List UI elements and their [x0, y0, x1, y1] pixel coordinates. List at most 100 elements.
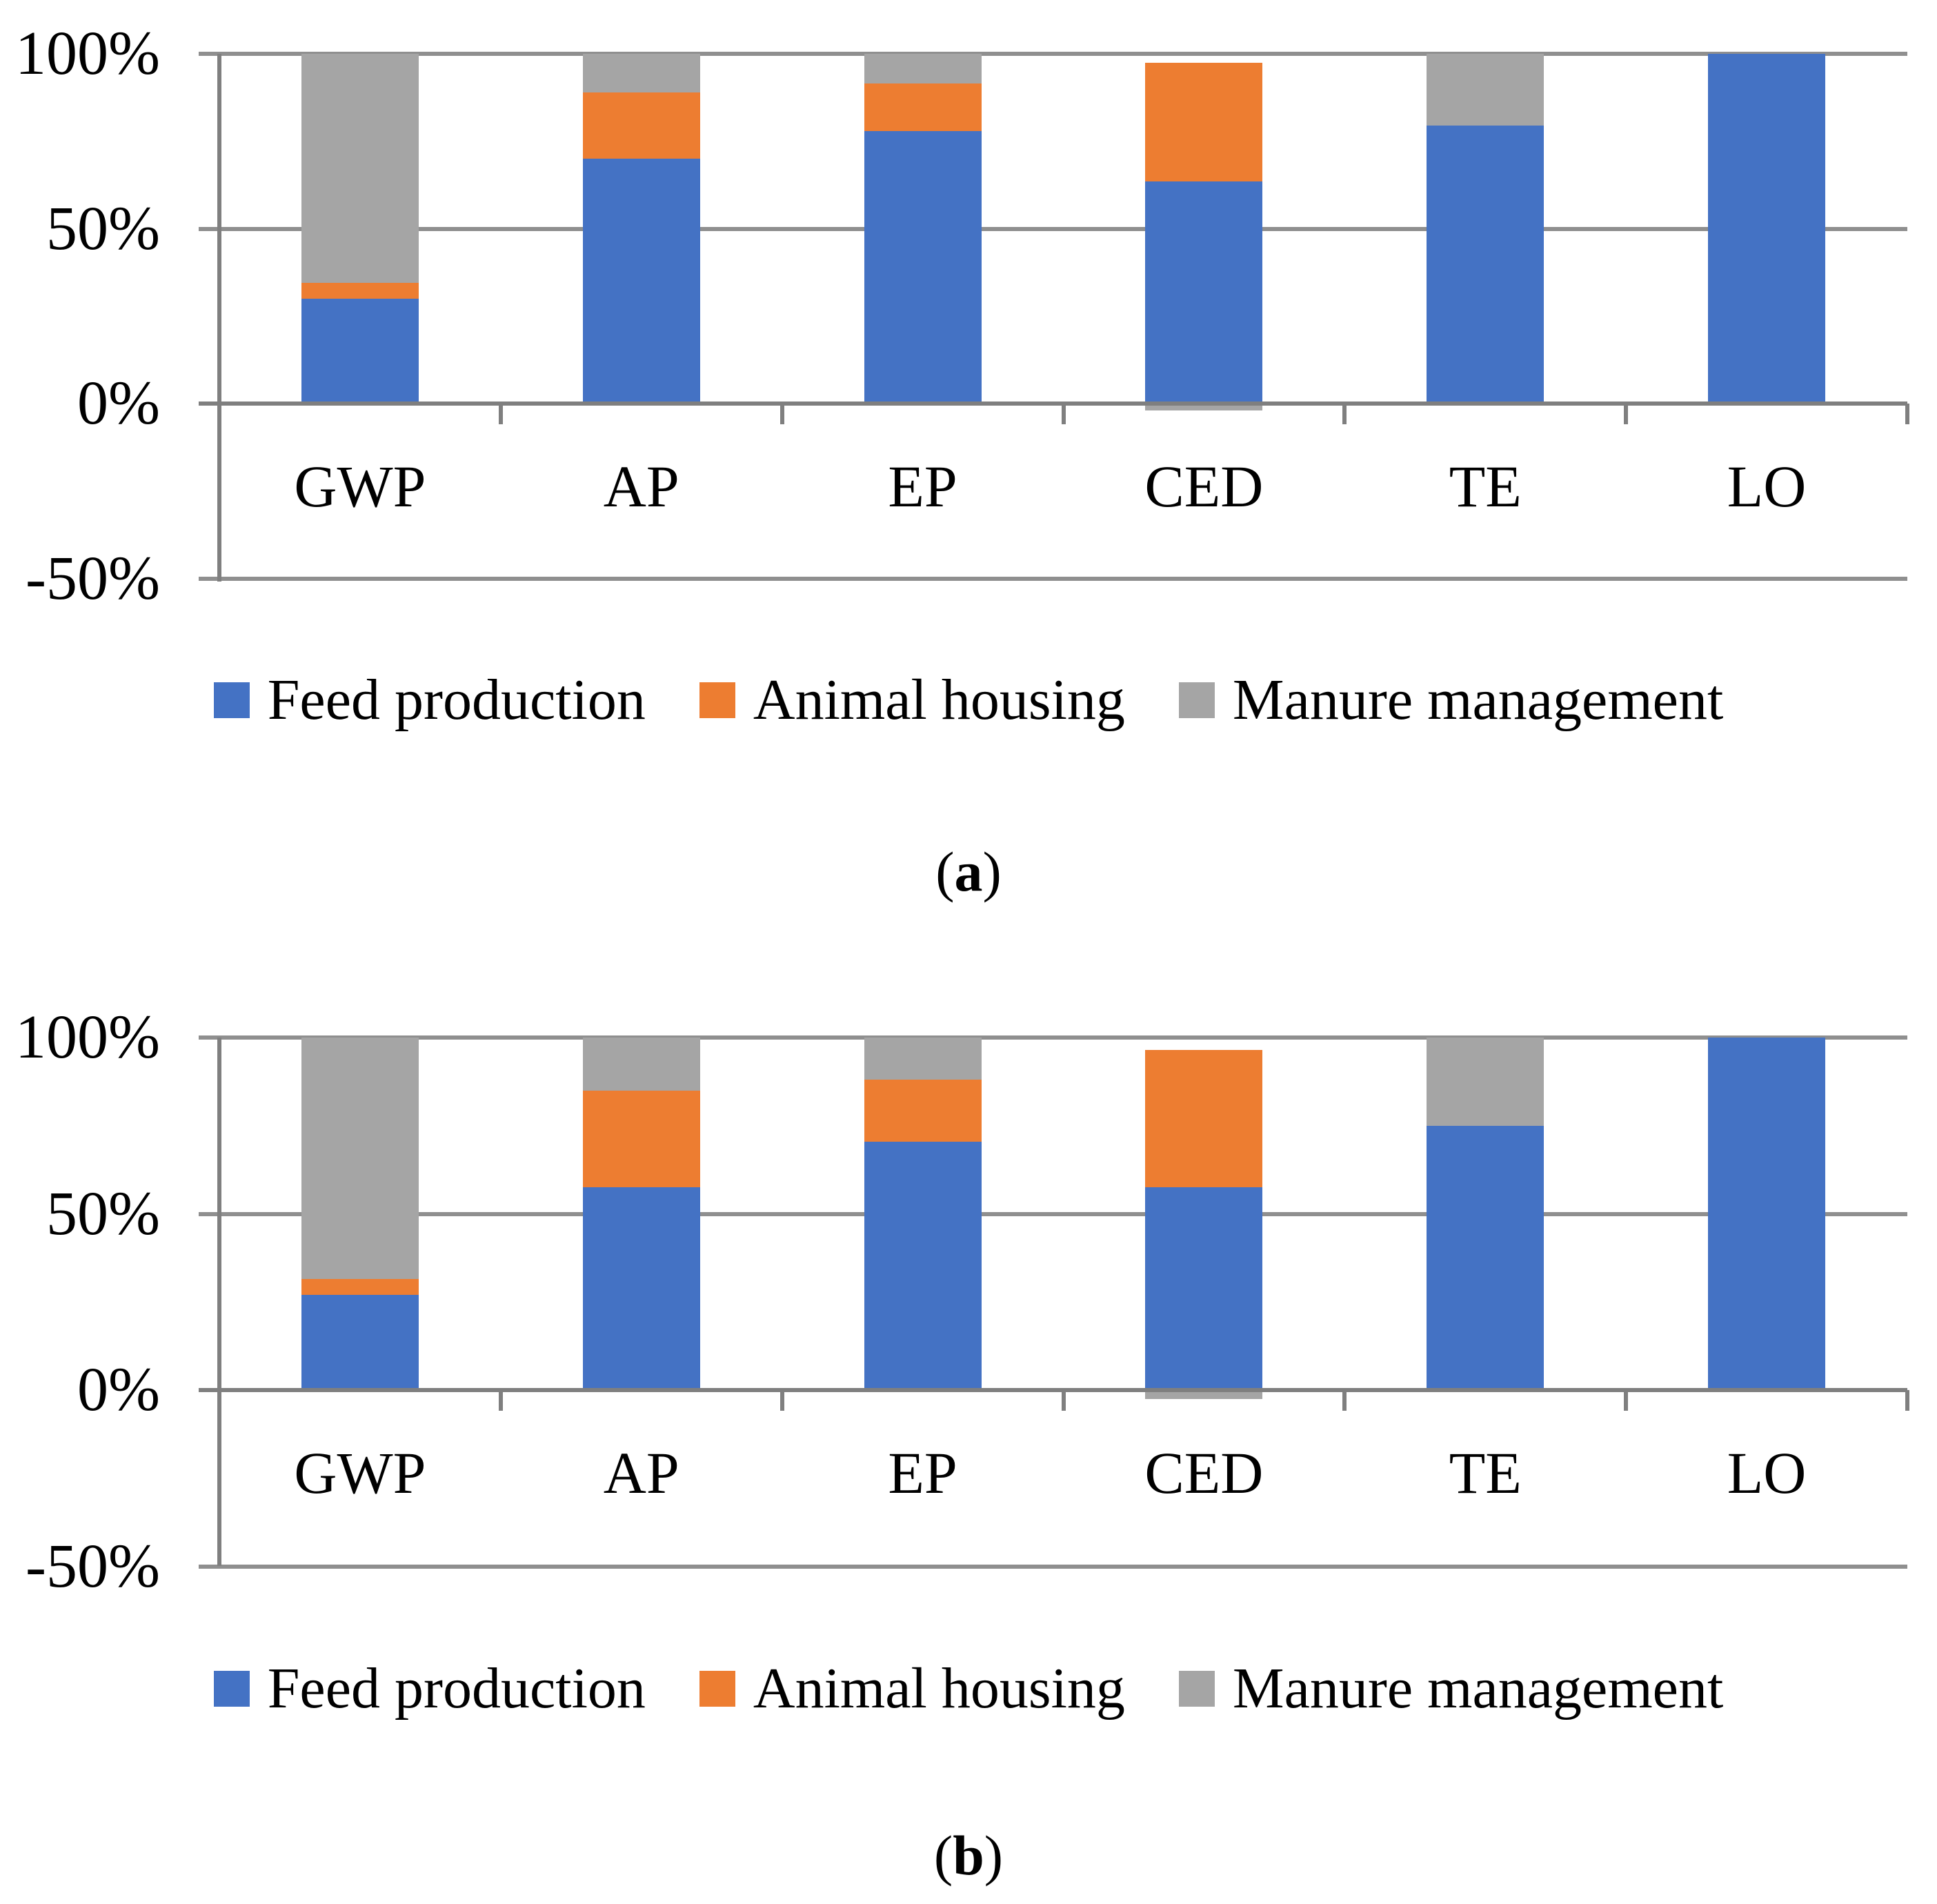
- bar-segment-TE-manure-management: [1427, 54, 1544, 126]
- category-label-AP: AP: [603, 1440, 679, 1506]
- y-tick-label-100%: 100%: [15, 1003, 160, 1071]
- legend-swatch-feed-production: [213, 682, 250, 718]
- legend-item-manure-management: Manure management: [1178, 668, 1724, 732]
- bar-segment-TE-feed-production: [1427, 1125, 1544, 1390]
- legend-label-feed-production: Feed production: [267, 1656, 646, 1720]
- bar-segment-TE-feed-production: [1427, 125, 1544, 404]
- legend-a: Feed production Animal housing Manure mana…: [0, 659, 1937, 742]
- legend-label-manure-management: Manure management: [1232, 668, 1724, 732]
- legend-swatch-feed-production: [213, 1671, 250, 1707]
- bar-segment-CED-feed-production: [1145, 181, 1263, 404]
- caption-a: (a): [0, 844, 1937, 900]
- bar-segment-AP-manure-management: [582, 54, 700, 92]
- category-label-AP: AP: [603, 453, 679, 519]
- y-axis-line: [217, 54, 221, 582]
- caption-b-letter: b: [953, 1824, 984, 1887]
- bar-segment-GWP-feed-production: [301, 298, 419, 404]
- y-tick-label--50%: -50%: [26, 1531, 160, 1600]
- bar-segment-EP-animal-housing: [864, 83, 982, 131]
- legend-swatch-manure-management: [1178, 1671, 1215, 1707]
- bar-segment-GWP-manure-management: [301, 54, 419, 284]
- bar-segment-EP-animal-housing: [864, 1080, 982, 1142]
- x-axis-tick: [1624, 404, 1629, 424]
- x-axis-tick: [1061, 404, 1066, 424]
- legend-swatch-manure-management: [1178, 682, 1215, 718]
- y-tick-label--50%: -50%: [26, 544, 160, 613]
- bar-segment-EP-feed-production: [864, 130, 982, 404]
- caption-a-open: (: [935, 840, 955, 903]
- x-axis-tick: [1905, 1390, 1909, 1411]
- legend-item-animal-housing: Animal housing: [699, 671, 1125, 729]
- legend-item-feed-production: Feed production: [213, 668, 646, 732]
- gridline--50%: [199, 576, 1907, 581]
- legend-label-manure-management: Manure management: [1232, 1656, 1724, 1720]
- bar-segment-CED-feed-production: [1145, 1187, 1263, 1390]
- gridline--50%: [199, 1564, 1907, 1569]
- gridline-50%: [199, 1211, 1907, 1216]
- x-axis-tick: [1342, 404, 1347, 424]
- bar-segment-GWP-animal-housing: [301, 1279, 419, 1296]
- x-axis-tick: [1905, 404, 1909, 424]
- caption-a-close: ): [982, 840, 1002, 903]
- bar-segment-AP-animal-housing: [582, 92, 700, 159]
- category-label-LO: LO: [1727, 453, 1807, 519]
- bar-segment-AP-feed-production: [582, 159, 700, 404]
- gridline-50%: [199, 226, 1907, 231]
- bar-segment-AP-feed-production: [582, 1187, 700, 1390]
- bar-segment-EP-feed-production: [864, 1141, 982, 1390]
- x-axis-tick: [1061, 1390, 1066, 1411]
- category-label-CED: CED: [1144, 1440, 1264, 1506]
- caption-b-open: (: [933, 1824, 953, 1887]
- y-tick-label-50%: 50%: [46, 194, 160, 263]
- category-label-GWP: GWP: [294, 1440, 426, 1506]
- legend-item-animal-housing: Animal housing: [699, 1660, 1125, 1718]
- category-label-TE: TE: [1449, 453, 1522, 519]
- y-tick-label-0%: 0%: [77, 369, 160, 437]
- category-label-EP: EP: [888, 453, 957, 519]
- bar-segment-GWP-manure-management: [301, 1038, 419, 1280]
- legend-item-feed-production: Feed production: [213, 1656, 646, 1720]
- category-label-GWP: GWP: [294, 453, 426, 519]
- bar-segment-LO-feed-production: [1708, 1038, 1826, 1390]
- category-label-EP: EP: [888, 1440, 957, 1506]
- caption-b-close: ): [984, 1824, 1004, 1887]
- y-tick-label-50%: 50%: [46, 1179, 160, 1248]
- category-label-TE: TE: [1449, 1440, 1522, 1506]
- bar-segment-AP-animal-housing: [582, 1090, 700, 1188]
- caption-b: (b): [0, 1827, 1937, 1884]
- bar-segment-TE-manure-management: [1427, 1038, 1544, 1126]
- legend-item-manure-management: Manure management: [1178, 1656, 1724, 1720]
- legend-swatch-animal-housing: [699, 682, 735, 718]
- x-axis-tick: [1342, 1390, 1347, 1411]
- y-tick-label-100%: 100%: [15, 19, 160, 88]
- bar-segment-AP-manure-management: [582, 1038, 700, 1091]
- bar-segment-CED-animal-housing: [1145, 1049, 1263, 1188]
- category-label-LO: LO: [1727, 1440, 1807, 1506]
- category-label-CED: CED: [1144, 453, 1264, 519]
- x-axis-tick: [498, 404, 503, 424]
- x-axis-tick: [779, 404, 784, 424]
- gridline-100%: [199, 1035, 1907, 1040]
- x-axis-tick: [498, 1390, 503, 1411]
- bar-segment-EP-manure-management: [864, 54, 982, 84]
- x-axis-line: [199, 401, 1907, 406]
- gridline-100%: [199, 52, 1907, 56]
- x-axis-tick: [779, 1390, 784, 1411]
- bar-segment-LO-feed-production: [1708, 54, 1826, 404]
- caption-a-letter: a: [954, 840, 983, 903]
- legend-b: Feed production Animal housing Manure mana…: [0, 1647, 1937, 1730]
- bar-segment-GWP-animal-housing: [301, 283, 419, 299]
- x-axis-tick: [1624, 1390, 1629, 1411]
- y-axis-line: [217, 1038, 221, 1566]
- legend-label-feed-production: Feed production: [267, 668, 646, 732]
- bar-segment-CED-animal-housing: [1145, 62, 1263, 182]
- legend-label-animal-housing: Animal housing: [753, 1656, 1125, 1720]
- x-axis-line: [199, 1388, 1907, 1392]
- legend-label-animal-housing: Animal housing: [753, 668, 1125, 732]
- bar-segment-CED-manure-management: [1145, 404, 1263, 411]
- legend-swatch-animal-housing: [699, 1671, 735, 1707]
- y-tick-label-0%: 0%: [77, 1356, 160, 1424]
- bar-segment-EP-manure-management: [864, 1038, 982, 1080]
- bar-segment-CED-manure-management: [1145, 1390, 1263, 1399]
